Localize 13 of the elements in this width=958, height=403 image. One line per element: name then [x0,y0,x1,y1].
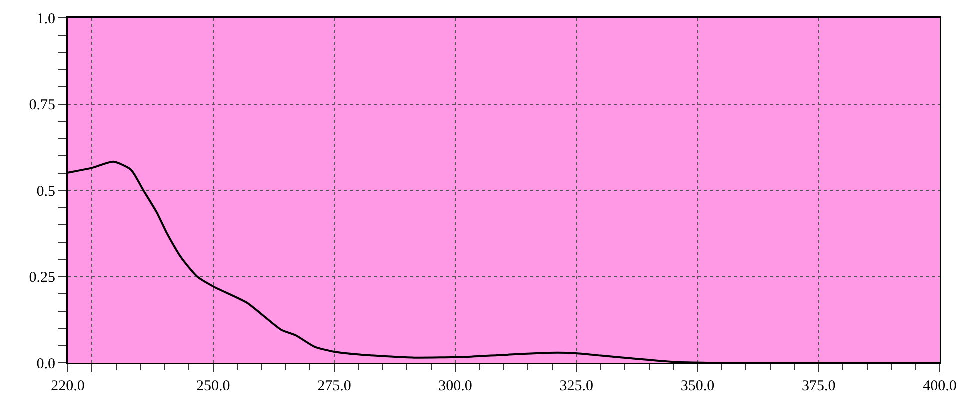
y-tick-label: 0.25 [29,270,56,286]
x-tick-label: 250.0 [196,378,230,394]
x-tick-label: 325.0 [560,378,594,394]
y-tick-label: 0.5 [36,184,56,200]
y-tick-label: 1.0 [36,11,56,28]
x-tick-label: 275.0 [318,378,352,394]
y-tick-label: 0.0 [36,356,56,372]
x-tick-label: 350.0 [680,378,715,394]
y-tick-label: 0.75 [29,98,56,114]
x-tick-label: 300.0 [438,378,472,394]
x-tick-label: 400.0 [923,378,957,394]
x-tick-label: 220.0 [51,378,85,394]
x-tick-label: 375.0 [802,378,836,394]
